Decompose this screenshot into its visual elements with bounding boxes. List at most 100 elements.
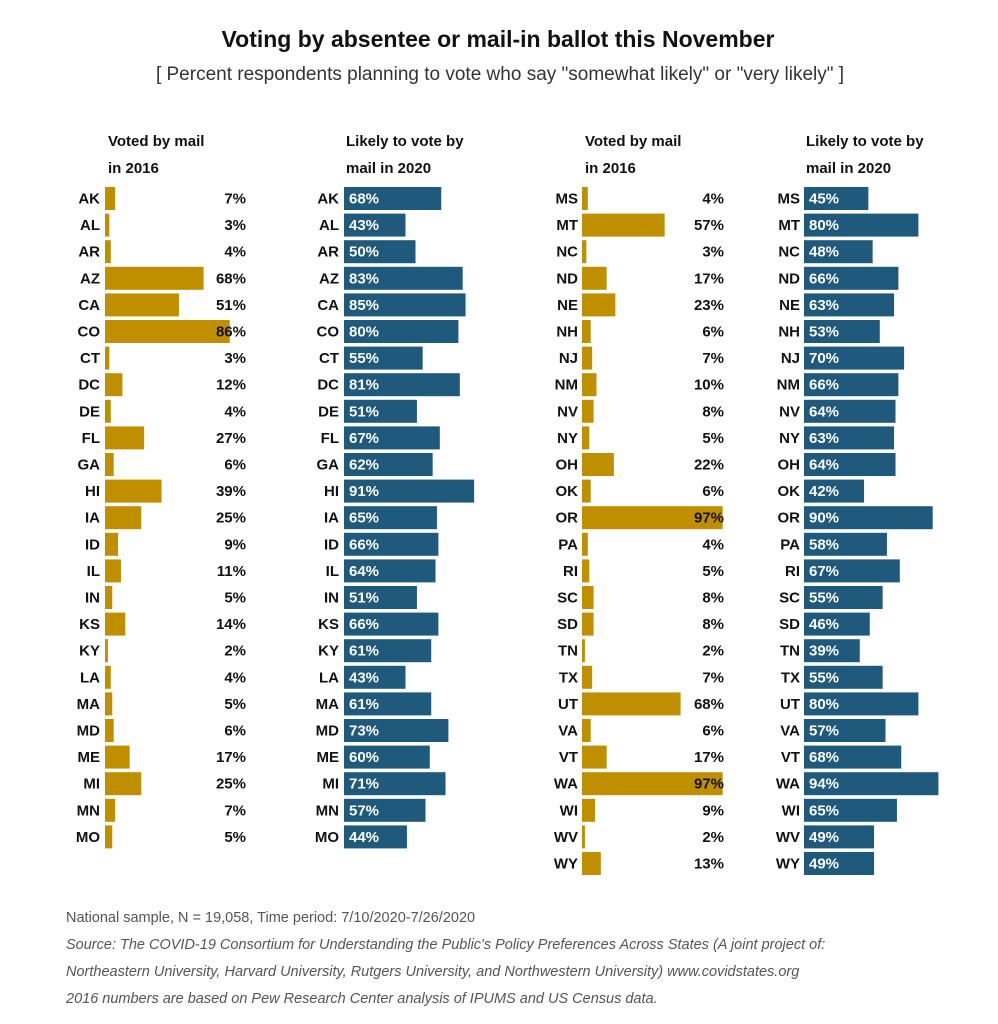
value-label-2020: 68% [809,749,839,766]
bar-voted-2016 [105,373,123,397]
state-label: IN [324,590,339,607]
state-label: MO [76,829,100,846]
bar-likely-2020 [804,426,895,450]
bar-likely-2020 [804,346,905,370]
source-note: Source: The COVID-19 Consortium for Unde… [66,937,826,953]
bar-likely-2020 [344,240,416,264]
bar-voted-2016 [105,479,162,503]
bar-likely-2020 [344,479,475,503]
value-label-2020: 81% [349,377,379,394]
value-label-2020: 66% [809,270,839,287]
state-label: MI [83,776,100,793]
state-label: VA [558,723,578,740]
value-label-2016: 5% [224,696,246,713]
source-note-continued: Northeastern University, Harvard Univers… [66,964,800,980]
header-voted-2016-left: Voted by mail in 2016 [108,133,205,177]
value-label-2016: 39% [216,483,246,500]
bar-voted-2016 [582,240,587,264]
state-label: VT [781,749,800,766]
state-label: TN [780,643,800,660]
bar-voted-2016 [105,639,108,663]
bar-voted-2016 [105,293,179,317]
state-label: CO [317,324,340,341]
value-label-2016: 9% [224,536,246,553]
value-label-2016: 25% [216,776,246,793]
bar-likely-2020 [344,532,439,556]
value-label-2016: 2% [224,643,246,660]
state-label: WI [560,802,578,819]
bar-likely-2020 [804,639,860,663]
value-label-2020: 67% [809,563,839,580]
state-label: AL [80,217,100,234]
state-label: TN [558,643,578,660]
state-label: IA [85,510,100,527]
state-label: SD [779,616,800,633]
value-label-2016: 2% [702,643,724,660]
state-label: NV [779,403,800,420]
bar-likely-2020 [804,825,875,849]
value-label-2020: 64% [809,403,839,420]
bar-voted-2016 [105,692,113,716]
state-label: IL [326,563,339,580]
state-label: NY [779,430,800,447]
value-label-2020: 42% [809,483,839,500]
value-label-2016: 27% [216,430,246,447]
chart-title: Voting by absentee or mail-in ballot thi… [221,26,775,52]
bar-voted-2016 [582,346,593,370]
bar-voted-2016 [582,399,594,423]
value-label-2020: 91% [349,483,379,500]
state-label: DE [79,403,100,420]
value-label-2016: 86% [216,324,246,341]
bar-likely-2020 [804,745,902,769]
value-label-2016: 3% [224,217,246,234]
value-label-2020: 64% [809,457,839,474]
value-label-2016: 4% [224,244,246,261]
state-label: VA [780,723,800,740]
value-label-2016: 5% [702,430,724,447]
state-label: IA [324,510,339,527]
value-label-2020: 63% [809,430,839,447]
state-label: MN [77,802,100,819]
state-label: OR [778,510,801,527]
state-label: AR [78,244,100,261]
bar-likely-2020 [804,798,897,822]
bar-voted-2016 [582,506,723,530]
bar-likely-2020 [344,798,426,822]
bar-voted-2016 [582,798,596,822]
value-label-2016: 68% [694,696,724,713]
bar-likely-2020 [804,373,899,397]
value-label-2020: 43% [349,669,379,686]
bar-likely-2020 [804,453,896,476]
value-label-2016: 13% [694,856,724,873]
chart-subtitle: [ Percent respondents planning to vote w… [155,64,845,85]
state-label: DC [78,377,100,394]
value-label-2016: 8% [702,403,724,420]
value-label-2016: 5% [224,829,246,846]
bar-voted-2016 [105,612,126,636]
state-label: DE [318,403,339,420]
bar-voted-2016 [105,532,119,556]
bar-likely-2020 [344,373,460,397]
state-label: NJ [781,350,800,367]
bar-voted-2016 [105,240,111,264]
state-label: NM [555,377,578,394]
bar-voted-2016 [105,213,110,237]
state-label: LA [80,669,100,686]
value-label-2020: 65% [349,510,379,527]
value-label-2020: 90% [809,510,839,527]
bar-voted-2016 [582,426,590,450]
value-label-2020: 66% [349,536,379,553]
state-label: WV [776,829,800,846]
state-label: FL [321,430,339,447]
state-label: MD [316,723,339,740]
state-label: MN [316,802,339,819]
bar-likely-2020 [344,825,407,849]
bar-likely-2020 [804,719,886,742]
value-label-2016: 7% [224,802,246,819]
state-label: WA [554,776,578,793]
value-label-2020: 73% [349,723,379,740]
state-label: MA [316,696,339,713]
value-label-2016: 7% [224,191,246,208]
state-label: HI [324,483,339,500]
